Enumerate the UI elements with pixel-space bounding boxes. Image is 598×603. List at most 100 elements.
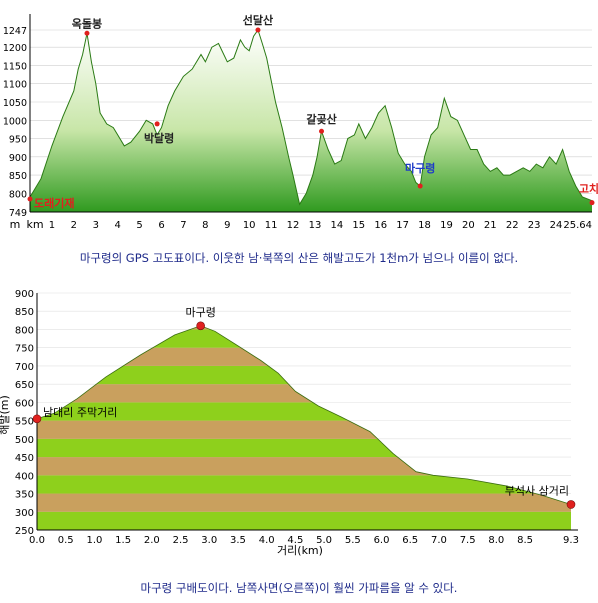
gradient-marker — [32, 414, 42, 424]
gradient-x-tick: 8.5 — [517, 535, 533, 546]
gps-x-tick-labels: 1 2 3 4 5 6 7 8 9 10 11 12 13 14 15 16 17 18 19 20 21 22 23 24 2… — [49, 220, 592, 231]
gradient-y-tick: 800 — [15, 325, 34, 336]
gps-peak-marker — [84, 30, 90, 36]
gps-y-tick: 1200 — [3, 43, 27, 54]
gps-peak-label: 마구령 — [405, 161, 435, 175]
gradient-marker — [566, 500, 576, 509]
gps-peak-label: 선달산 — [243, 13, 273, 27]
gradient-point-label: 남대리 주막거리 — [43, 406, 117, 419]
gps-peak-label: 박달령 — [144, 131, 174, 145]
gradient-stripe — [37, 384, 571, 403]
gps-x-tick: 22 — [506, 220, 519, 231]
gradient-x-tick: 5.0 — [316, 535, 332, 546]
gradient-y-tick: 400 — [15, 471, 34, 482]
gradient-x-tick: 6.0 — [374, 535, 390, 546]
gps-x-tick: 24 — [550, 220, 563, 231]
gradient-x-tick: 1.0 — [86, 535, 102, 546]
gradient-x-tick: 7.5 — [460, 535, 476, 546]
gradient-x-tick: 2.0 — [144, 535, 160, 546]
gradient-marker — [196, 321, 205, 331]
gps-peak-marker — [589, 200, 595, 206]
gps-peak-label: 고치령 — [579, 182, 598, 196]
gradient-stripe — [37, 511, 571, 530]
gps-y-tick: 1150 — [3, 61, 27, 72]
gradient-x-tick: 1.5 — [115, 535, 131, 546]
gps-y-tick: 1247 — [3, 26, 27, 37]
gradient-x-tick: 2.5 — [173, 535, 189, 546]
gps-y-tick: 800 — [9, 189, 27, 200]
gradient-chart-caption: 마구령 구배도이다. 남쪽사면(오른쪽)이 훨씬 가파름을 알 수 있다. — [140, 581, 458, 595]
gradient-y-tick: 900 — [15, 289, 34, 300]
gradient-x-tick: 0.0 — [29, 535, 45, 546]
gps-peak-marker — [417, 183, 423, 189]
gps-x-tick: 23 — [528, 220, 541, 231]
gps-y-tick: 1000 — [3, 116, 27, 127]
gps-y-tick: 850 — [9, 171, 27, 182]
gradient-x-tick: 5.5 — [345, 535, 361, 546]
gps-x-tick: 13 — [309, 220, 322, 231]
gps-x-tick: 12 — [287, 220, 300, 231]
gps-peak-label: 도래기재 — [34, 196, 74, 210]
gradient-stripe — [37, 420, 571, 439]
gradient-y-tick: 850 — [15, 307, 34, 318]
gps-x-tick: 17 — [396, 220, 409, 231]
gps-x-tick: 16 — [374, 220, 387, 231]
gradient-y-label: 해발(m) — [0, 395, 11, 435]
gradient-stripe — [37, 293, 571, 311]
gps-x-unit-label: m — [10, 218, 21, 231]
gradient-y-tick-labels: 250 300 350 400 450 500 550 600 650 700 750 800 850 9… — [15, 289, 34, 537]
gradient-y-tick: 650 — [15, 380, 34, 391]
gps-x-tick: 4 — [114, 220, 120, 231]
gradient-y-tick: 700 — [15, 362, 34, 373]
gradient-point-label: 부석사 삼거리 — [505, 484, 569, 497]
gps-y-tick: 749 — [9, 208, 27, 219]
gradient-chart: 250 300 350 400 450 500 550 600 650 700 750 800 850 9… — [0, 289, 579, 557]
gps-x-tick: 20 — [462, 220, 475, 231]
gradient-stripe — [37, 438, 571, 458]
gradient-x-label: 거리(km) — [277, 544, 323, 557]
gps-y-tick: 900 — [9, 153, 27, 164]
gradient-x-tick: 4.0 — [259, 535, 275, 546]
gps-x-tick: 5 — [136, 220, 142, 231]
gps-peak-label: 갈곶산 — [306, 112, 336, 126]
gradient-outline — [36, 325, 572, 505]
gradient-stripe — [37, 329, 571, 348]
gradient-y-tick: 600 — [15, 398, 34, 409]
gradient-x-tick: 9.3 — [563, 535, 579, 546]
gps-x-tick: 15 — [352, 220, 365, 231]
gps-y-tick: 1100 — [3, 80, 27, 91]
gps-x-tick: 9 — [224, 220, 230, 231]
gps-x-tick: 21 — [484, 220, 497, 231]
gradient-y-tick: 450 — [15, 453, 34, 464]
gradient-x-tick: 3.5 — [230, 535, 246, 546]
gradient-y-tick: 750 — [15, 344, 34, 355]
gps-x-tick: 18 — [418, 220, 431, 231]
gps-peak-marker — [319, 128, 325, 134]
gradient-y-tick: 500 — [15, 435, 34, 446]
gps-x-tick: 2 — [71, 220, 77, 231]
gradient-stripe — [37, 347, 571, 366]
gradient-x-tick: 4.5 — [287, 535, 303, 546]
gps-peak-marker — [154, 121, 160, 127]
gps-x-tick: 7 — [180, 220, 186, 231]
gps-x-tick: 10 — [243, 220, 256, 231]
gps-elevation-chart: 749800850900950100010501100115012001247 … — [3, 13, 598, 231]
gps-chart-caption: 마구령의 GPS 고도표이다. 이웃한 남·북쪽의 산은 해발고도가 1천m가 … — [79, 251, 519, 265]
gradient-x-tick: 6.5 — [402, 535, 418, 546]
gradient-x-tick: 3.0 — [201, 535, 217, 546]
gps-x-tick: 11 — [265, 220, 278, 231]
gps-x-tick: 8 — [202, 220, 208, 231]
gps-x-tick: 6 — [158, 220, 164, 231]
gps-elevation-line — [29, 28, 593, 206]
gps-x-unit-km: km — [26, 218, 43, 231]
gps-x-tick: 19 — [440, 220, 453, 231]
gps-y-tick: 1050 — [3, 98, 27, 109]
gradient-stripe — [37, 457, 571, 476]
gradient-y-tick: 550 — [15, 417, 34, 428]
gradient-stripe — [37, 493, 571, 512]
gps-peak-label: 옥돌봉 — [72, 17, 102, 30]
gradient-stripe — [37, 475, 571, 494]
gps-x-tick: 14 — [330, 220, 343, 231]
gradient-y-tick: 300 — [15, 508, 34, 519]
